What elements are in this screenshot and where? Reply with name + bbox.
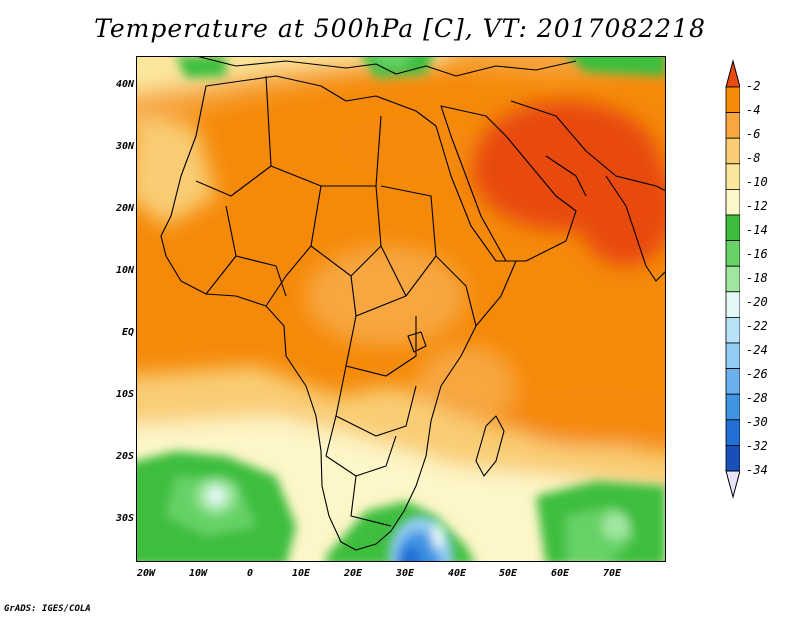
colorbar-segment <box>725 86 740 114</box>
map-frame <box>136 56 666 562</box>
lon-label-50e: 50E <box>498 568 518 579</box>
colorbar-segment <box>725 163 740 190</box>
lat-label-10s: 10S <box>115 389 134 400</box>
colorbar-arrow-top <box>725 59 740 88</box>
lon-label-10e: 10E <box>291 568 311 579</box>
lat-label-20n: 20N <box>115 203 134 214</box>
colorbar-label: -14 <box>746 223 768 237</box>
lat-label-40n: 40N <box>115 79 134 90</box>
colorbar-segment <box>725 342 740 370</box>
temperature-map <box>136 56 666 562</box>
colorbar-segment <box>725 419 740 446</box>
colorbar-label: -16 <box>746 247 768 261</box>
colorbar-label: -10 <box>746 175 768 189</box>
colorbar-label: -20 <box>746 295 768 309</box>
coastline-layer <box>160 56 666 551</box>
colorbar-label: -34 <box>746 463 768 477</box>
colorbar-label: -28 <box>746 391 768 405</box>
colorbar-label: -2 <box>746 79 761 93</box>
colorbar-segment <box>725 240 740 267</box>
lat-label-30s: 30S <box>115 513 134 524</box>
colorbar-segment <box>725 265 740 293</box>
colorbar-segment <box>725 112 740 139</box>
colorbar-label: -26 <box>746 367 768 381</box>
colorbar-label: -22 <box>746 319 768 333</box>
colorbar-segment <box>725 188 740 216</box>
colorbar-label: -30 <box>746 415 768 429</box>
colorbar-label: -8 <box>746 151 761 165</box>
lon-label-0: 0 <box>246 568 254 579</box>
colorbar-label: -6 <box>746 127 761 141</box>
lon-label-30e: 30E <box>395 568 415 579</box>
colorbar-arrow-bottom <box>725 470 740 499</box>
colorbar-label: -4 <box>746 103 761 117</box>
lat-label-30n: 30N <box>115 141 134 152</box>
colorbar-segment <box>725 137 740 165</box>
lon-label-10w: 10W <box>188 568 208 579</box>
lon-label-70e: 70E <box>602 568 622 579</box>
colorbar-segment <box>725 291 740 318</box>
colorbar-label: -32 <box>746 439 768 453</box>
colorbar <box>725 59 740 499</box>
credit-text: GrADS: IGES/COLA <box>4 604 91 614</box>
lon-label-40e: 40E <box>447 568 467 579</box>
map-title: Temperature at 500hPa [C], VT: 201708221… <box>94 14 706 43</box>
colorbar-label: -18 <box>746 271 768 285</box>
colorbar-segment <box>725 214 740 242</box>
colorbar-segment <box>725 444 740 472</box>
lat-label-eq: EQ <box>121 327 134 338</box>
colorbar-label: -24 <box>746 343 768 357</box>
colorbar-label: -12 <box>746 199 768 213</box>
lon-label-60e: 60E <box>550 568 570 579</box>
lon-label-20e: 20E <box>343 568 363 579</box>
colorbar-segment <box>725 393 740 421</box>
colorbar-segment <box>725 316 740 344</box>
lon-label-20w: 20W <box>136 568 156 579</box>
colorbar-segment <box>725 368 740 395</box>
lat-label-20s: 20S <box>115 451 134 462</box>
lat-label-10n: 10N <box>115 265 134 276</box>
